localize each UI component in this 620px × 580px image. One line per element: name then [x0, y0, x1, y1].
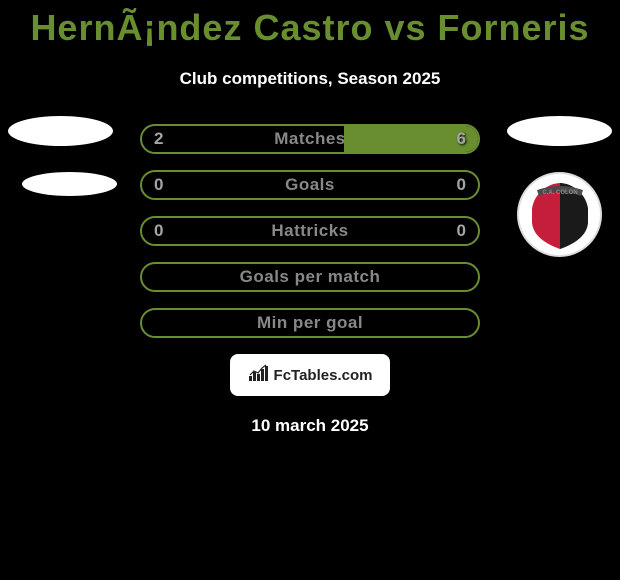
stat-row: 2 Matches 6 [140, 124, 480, 154]
stat-label: Goals per match [240, 267, 381, 287]
stat-label: Hattricks [271, 221, 348, 241]
stat-label: Matches [274, 129, 346, 149]
subtitle: Club competitions, Season 2025 [0, 69, 620, 89]
stat-value-right: 0 [457, 175, 466, 195]
stat-value-left: 0 [154, 221, 163, 241]
player-right-badge-1 [507, 116, 612, 146]
date-text: 10 march 2025 [0, 416, 620, 436]
shield-text: C.A. COLON [542, 190, 577, 196]
stats-area: C.A. COLON 2 Matches 6 0 Goals 0 0 Hattricks 0 Go… [0, 124, 620, 436]
club-badge-right: C.A. COLON [517, 172, 602, 257]
bars-icon [248, 364, 270, 387]
stat-value-right: 0 [457, 221, 466, 241]
stat-value-right: 6 [457, 129, 466, 149]
footer-brand-text: FcTables.com [274, 367, 373, 384]
stat-value-left: 0 [154, 175, 163, 195]
footer-brand-badge: FcTables.com [230, 354, 390, 396]
stat-label: Min per goal [257, 313, 363, 333]
stat-label: Goals [285, 175, 335, 195]
stat-value-left: 2 [154, 129, 163, 149]
stat-row: Min per goal [140, 308, 480, 338]
player-left-badge-2 [22, 172, 117, 196]
stat-row: Goals per match [140, 262, 480, 292]
colon-shield-icon: C.A. COLON [528, 179, 592, 251]
page-title: HernÃ¡ndez Castro vs Forneris [0, 7, 620, 49]
stat-rows: 2 Matches 6 0 Goals 0 0 Hattricks 0 Goals per mat… [140, 124, 480, 338]
stat-row: 0 Goals 0 [140, 170, 480, 200]
stat-row: 0 Hattricks 0 [140, 216, 480, 246]
comparison-card: HernÃ¡ndez Castro vs Forneris Club compe… [0, 0, 620, 441]
player-left-badge-1 [8, 116, 113, 146]
